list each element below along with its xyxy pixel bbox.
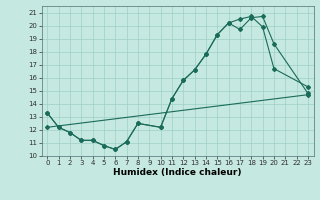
- X-axis label: Humidex (Indice chaleur): Humidex (Indice chaleur): [113, 168, 242, 177]
